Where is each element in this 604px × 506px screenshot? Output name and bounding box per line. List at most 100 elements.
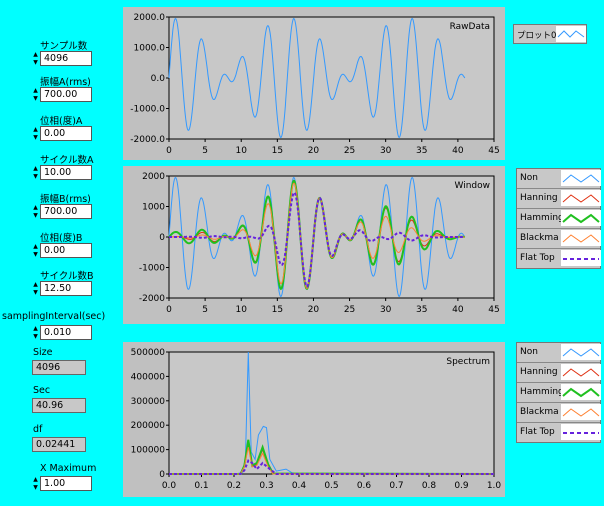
down-arrow-icon[interactable]: ▼	[33, 133, 38, 141]
sampling-interval-label: samplingInterval(sec)	[2, 311, 106, 322]
sampling-interval-input[interactable]: 0.010	[40, 325, 92, 340]
stepper-arrows[interactable]: ▲ ▼	[32, 87, 39, 102]
up-arrow-icon[interactable]: ▲	[33, 126, 38, 133]
stepper-arrows[interactable]: ▲ ▼	[32, 281, 39, 296]
legend-row-hanning[interactable]: Hanning	[517, 189, 601, 209]
x-tick-label: 10	[235, 146, 247, 156]
y-tick-label: -1000.0	[130, 105, 165, 115]
stepper-arrows[interactable]: ▲ ▼	[32, 204, 39, 219]
samples-input[interactable]: 4096	[40, 51, 92, 66]
df-indicator: 0.02441	[32, 437, 86, 452]
up-arrow-icon[interactable]: ▲	[33, 243, 38, 250]
legend-row-blackma[interactable]: Blackma	[517, 229, 601, 249]
x-tick-label: 0.6	[357, 481, 372, 491]
down-arrow-icon[interactable]: ▼	[33, 483, 38, 491]
x-maximum-stepper[interactable]: ▲ ▼ 1.00	[32, 476, 92, 491]
legend-name: Hanning	[520, 193, 558, 203]
cycles-b-input[interactable]: 12.50	[40, 281, 92, 296]
up-arrow-icon[interactable]: ▲	[33, 87, 38, 94]
up-arrow-icon[interactable]: ▲	[33, 281, 38, 288]
x-tick-label: 35	[416, 305, 427, 315]
phase-a-stepper[interactable]: ▲ ▼ 0.00	[32, 126, 92, 141]
stepper-arrows[interactable]: ▲ ▼	[32, 126, 39, 141]
amp-b-input[interactable]: 700.00	[40, 204, 92, 219]
legend-row-non[interactable]: Non	[517, 169, 601, 189]
legend-row-hamming[interactable]: Hamming	[517, 383, 601, 403]
legend-name: プロット0	[517, 31, 557, 41]
plot-area	[168, 351, 495, 475]
amp-a-label: 振幅A(rms)	[40, 77, 91, 88]
legend-name: Blackma	[520, 233, 559, 243]
stepper-arrows[interactable]: ▲ ▼	[32, 51, 39, 66]
legend-row-flat-top[interactable]: Flat Top	[517, 423, 601, 443]
stepper-arrows[interactable]: ▲ ▼	[32, 243, 39, 258]
window-legend: Non Hanning Hamming Blackma Flat Top	[516, 168, 601, 269]
down-arrow-icon[interactable]: ▼	[33, 250, 38, 258]
down-arrow-icon[interactable]: ▼	[33, 94, 38, 102]
legend-name: Hanning	[520, 367, 558, 377]
cycles-a-label: サイクル数A	[40, 155, 94, 166]
legend-row[interactable]: プロット0	[514, 25, 586, 43]
up-arrow-icon[interactable]: ▲	[33, 51, 38, 58]
samples-stepper[interactable]: ▲ ▼ 4096	[32, 51, 92, 66]
stepper-arrows[interactable]: ▲ ▼	[32, 325, 39, 340]
sampling-interval-stepper[interactable]: ▲ ▼ 0.010	[32, 325, 92, 340]
legend-name: Flat Top	[520, 253, 555, 263]
cycles-a-stepper[interactable]: ▲ ▼ 10.00	[32, 165, 92, 180]
amp-b-label: 振幅B(rms)	[40, 194, 91, 205]
chart-title: Window	[455, 181, 491, 191]
phase-b-input[interactable]: 0.00	[40, 243, 92, 258]
down-arrow-icon[interactable]: ▼	[33, 332, 38, 340]
stepper-arrows[interactable]: ▲ ▼	[32, 165, 39, 180]
down-arrow-icon[interactable]: ▼	[33, 58, 38, 66]
amp-a-stepper[interactable]: ▲ ▼ 700.00	[32, 87, 92, 102]
x-tick-label: 20	[308, 305, 320, 315]
x-tick-label: 30	[380, 305, 392, 315]
legend-row-blackma[interactable]: Blackma	[517, 403, 601, 423]
y-tick-label: 2000	[142, 172, 165, 182]
x-tick-label: 5	[202, 305, 208, 315]
phase-b-stepper[interactable]: ▲ ▼ 0.00	[32, 243, 92, 258]
down-arrow-icon[interactable]: ▼	[33, 211, 38, 219]
down-arrow-icon[interactable]: ▼	[33, 172, 38, 180]
stepper-arrows[interactable]: ▲ ▼	[32, 476, 39, 491]
plot-area	[168, 16, 495, 140]
amp-b-stepper[interactable]: ▲ ▼ 700.00	[32, 204, 92, 219]
x-tick-label: 0.3	[259, 481, 273, 491]
samples-label: サンプル数	[40, 41, 88, 52]
phase-a-input[interactable]: 0.00	[40, 126, 92, 141]
series-line-rawdata	[168, 17, 466, 139]
window-graph-panel: 0 5 10 15 20 25 30 35 40 45 2000 1000 0 -1000 -2000 Win…	[123, 166, 505, 324]
legend-swatch-icon	[561, 230, 601, 246]
legend-name: Hamming	[520, 387, 564, 397]
up-arrow-icon[interactable]: ▲	[33, 165, 38, 172]
y-tick-label: 200000	[131, 421, 166, 431]
legend-row-hamming[interactable]: Hamming	[517, 209, 601, 229]
x-tick-label: 0.7	[389, 481, 403, 491]
x-tick-label: 35	[416, 146, 427, 156]
cycles-b-stepper[interactable]: ▲ ▼ 12.50	[32, 281, 92, 296]
up-arrow-icon[interactable]: ▲	[33, 325, 38, 332]
up-arrow-icon[interactable]: ▲	[33, 204, 38, 211]
down-arrow-icon[interactable]: ▼	[33, 288, 38, 296]
legend-row-non[interactable]: Non	[517, 343, 601, 363]
x-tick-label: 30	[380, 146, 392, 156]
amp-a-input[interactable]: 700.00	[40, 87, 92, 102]
cycles-a-input[interactable]: 10.00	[40, 165, 92, 180]
chart-title: Spectrum	[446, 357, 490, 367]
spectrum-graph-panel: 0.0 0.1 0.2 0.3 0.4 0.5 0.6 0.7 0.8 0.9 1.0 500000 4…	[123, 342, 505, 497]
x-maximum-input[interactable]: 1.00	[40, 476, 92, 491]
legend-swatch-icon	[561, 384, 601, 400]
up-arrow-icon[interactable]: ▲	[33, 476, 38, 483]
legend-row-flat-top[interactable]: Flat Top	[517, 249, 601, 269]
x-maximum-label: X Maximum	[40, 463, 97, 474]
x-tick-label: 0.0	[162, 481, 177, 491]
legend-row-hanning[interactable]: Hanning	[517, 363, 601, 383]
sec-label: Sec	[33, 385, 51, 396]
legend-name: Non	[520, 173, 538, 183]
legend-swatch-icon	[561, 344, 601, 360]
window-chart: 0 5 10 15 20 25 30 35 40 45 2000 1000 0 -1000 -2000 Win…	[139, 172, 500, 315]
series-line-flat-top	[169, 191, 465, 288]
y-tick-label: 300000	[131, 397, 166, 407]
y-tick-label: 1000	[142, 203, 165, 213]
